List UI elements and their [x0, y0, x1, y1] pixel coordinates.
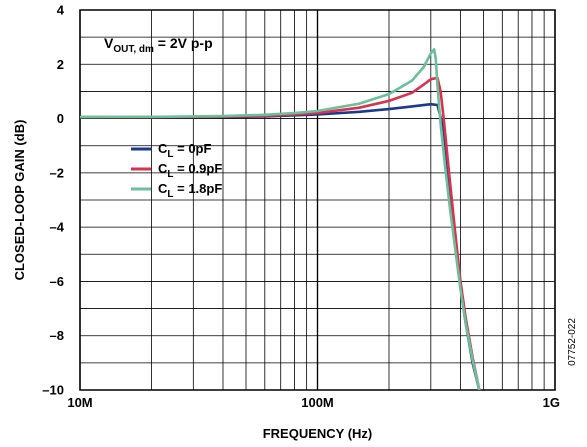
y-tick-label: 4	[57, 3, 65, 18]
legend-label: CL = 1.8pF	[158, 181, 222, 200]
series-line-3	[80, 48, 481, 390]
series-layer	[80, 48, 481, 390]
output-voltage-annotation: VOUT, dm = 2V p-p	[104, 35, 213, 55]
y-tick-label: 2	[57, 57, 64, 72]
y-tick-label: –10	[42, 383, 64, 398]
legend-label: CL = 0.9pF	[158, 161, 222, 180]
grid	[79, 9, 556, 391]
plot-frame	[79, 9, 556, 391]
x-tick-label: 100M	[301, 395, 334, 410]
y-tick-label: –6	[50, 274, 64, 289]
figure-id: 07752-022	[567, 318, 578, 366]
x-tick-label: 1G	[543, 395, 560, 410]
y-tick-label: –2	[50, 165, 64, 180]
x-axis-title: FREQUENCY (Hz)	[263, 426, 373, 441]
legend-label: CL = 0pF	[158, 141, 211, 160]
y-tick-label: 0	[57, 111, 64, 126]
y-tick-label: –4	[50, 220, 65, 235]
legend-item-1: CL = 0pF	[131, 141, 211, 160]
legend-item-3: CL = 1.8pF	[131, 181, 222, 200]
y-axis-title: CLOSED-LOOP GAIN (dB)	[12, 120, 27, 281]
x-tick-label: 10M	[67, 395, 92, 410]
legend-item-2: CL = 0.9pF	[131, 161, 222, 180]
y-tick-label: –8	[50, 328, 64, 343]
